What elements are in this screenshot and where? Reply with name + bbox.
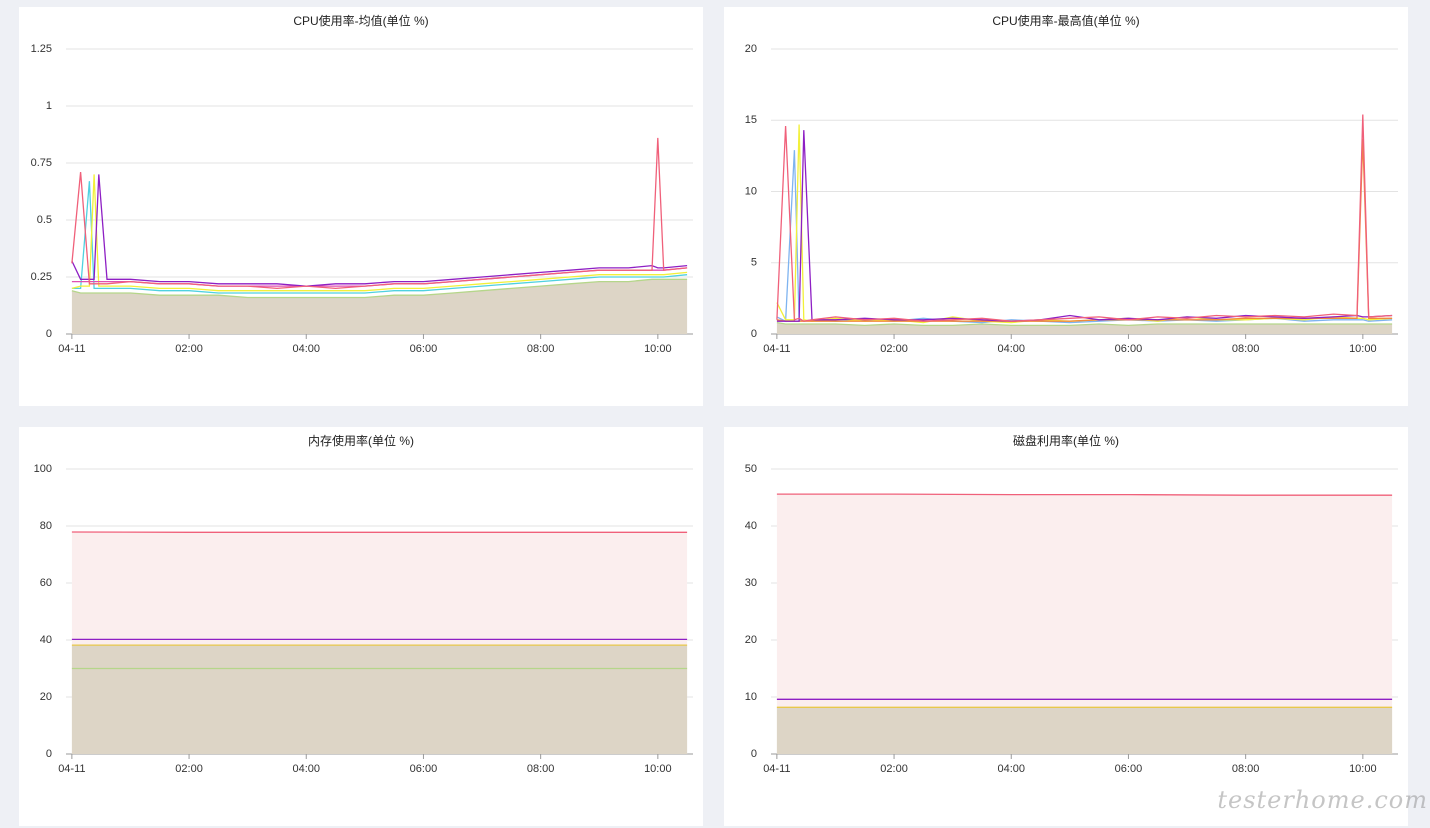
y-tick-label: 30 [745,577,757,589]
x-tick-label: 10:00 [1349,343,1377,355]
series-line [71,181,688,294]
x-tick-label: 10:00 [644,343,672,355]
series-line [71,174,688,292]
area [71,279,688,334]
x-tick-label: 08:00 [527,763,555,775]
y-tick-label: 40 [745,520,757,532]
y-tick-label: 0.25 [31,271,52,283]
y-tick-label: 0 [46,328,52,340]
x-tick-label: 10:00 [1349,763,1377,775]
y-tick-label: 0 [751,328,757,340]
y-tick-label: 80 [40,520,52,532]
y-tick-label: 10 [745,691,757,703]
x-tick-label: 06:00 [1115,763,1143,775]
x-tick-label: 04:00 [997,343,1025,355]
y-tick-label: 40 [40,634,52,646]
y-tick-label: 20 [40,691,52,703]
y-tick-label: 5 [751,257,757,269]
y-tick-label: 15 [745,114,757,126]
chart-title: 磁盘利用率(单位 %) [1013,433,1119,448]
x-tick-label: 08:00 [527,343,555,355]
x-tick-label: 02:00 [880,343,908,355]
chart-title: CPU使用率-最高值(单位 %) [992,13,1139,28]
panel [724,7,1408,406]
x-tick-label: 06:00 [410,343,438,355]
x-tick-label: 04:00 [292,343,320,355]
series-line [71,137,688,290]
x-tick-label: 02:00 [880,763,908,775]
series-line [776,130,1393,322]
y-tick-label: 1.25 [31,43,52,55]
watermark: testerhome.com [1217,786,1428,814]
y-tick-label: 20 [745,43,757,55]
y-tick-label: 60 [40,577,52,589]
series-line [776,114,1393,322]
x-tick-label: 10:00 [644,763,672,775]
x-tick-label: 04-11 [58,343,85,355]
y-tick-label: 20 [745,634,757,646]
series-line [776,493,1393,496]
y-tick-label: 1 [46,100,52,112]
series-line [71,174,688,287]
chart-title: CPU使用率-均值(单位 %) [293,13,428,28]
y-tick-label: 0 [751,748,757,760]
x-tick-label: 02:00 [175,343,203,355]
x-tick-label: 04-11 [763,343,790,355]
series-line [71,278,688,299]
series-line [776,138,1393,322]
area [776,707,1393,754]
x-tick-label: 04-11 [58,763,85,775]
y-tick-label: 100 [34,463,52,475]
x-tick-label: 06:00 [410,763,438,775]
series-line [776,321,1393,327]
x-tick-label: 08:00 [1232,343,1260,355]
panel [19,7,703,406]
area [776,494,1393,754]
x-tick-label: 06:00 [1115,343,1143,355]
x-tick-label: 04-11 [763,763,790,775]
y-tick-label: 50 [745,463,757,475]
x-tick-label: 04:00 [292,763,320,775]
y-tick-label: 0.5 [37,214,52,226]
area [71,645,688,754]
chart-title: 内存使用率(单位 %) [308,433,414,448]
y-tick-label: 10 [745,185,757,197]
x-tick-label: 04:00 [997,763,1025,775]
y-tick-label: 0 [46,748,52,760]
x-tick-label: 08:00 [1232,763,1260,775]
y-tick-label: 0.75 [31,157,52,169]
x-tick-label: 02:00 [175,763,203,775]
